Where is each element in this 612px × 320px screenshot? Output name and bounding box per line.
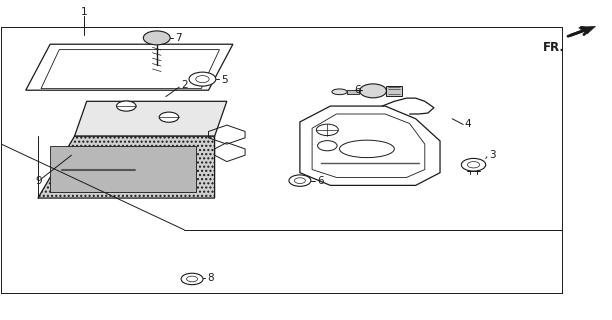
Text: 7: 7 xyxy=(175,33,182,43)
Circle shape xyxy=(116,101,136,111)
Bar xyxy=(347,90,359,94)
Circle shape xyxy=(316,124,338,136)
Circle shape xyxy=(461,158,486,171)
Text: 5: 5 xyxy=(221,75,227,85)
Text: 9: 9 xyxy=(35,176,42,186)
Text: 1: 1 xyxy=(80,7,87,18)
Text: 3: 3 xyxy=(489,150,495,160)
Bar xyxy=(386,86,401,96)
Polygon shape xyxy=(579,26,595,34)
Circle shape xyxy=(360,84,386,98)
Circle shape xyxy=(143,31,170,45)
Ellipse shape xyxy=(332,89,347,95)
Text: 6: 6 xyxy=(317,176,324,186)
Polygon shape xyxy=(50,146,196,192)
Polygon shape xyxy=(38,136,215,198)
Circle shape xyxy=(189,72,216,86)
Circle shape xyxy=(159,112,179,122)
Text: FR.: FR. xyxy=(543,41,565,54)
Circle shape xyxy=(181,273,203,285)
Polygon shape xyxy=(75,101,227,136)
Text: 8: 8 xyxy=(207,273,214,283)
Text: 6: 6 xyxy=(354,85,361,95)
Circle shape xyxy=(318,141,337,151)
Text: 2: 2 xyxy=(181,80,188,91)
Circle shape xyxy=(289,175,311,186)
Text: 4: 4 xyxy=(465,118,471,129)
